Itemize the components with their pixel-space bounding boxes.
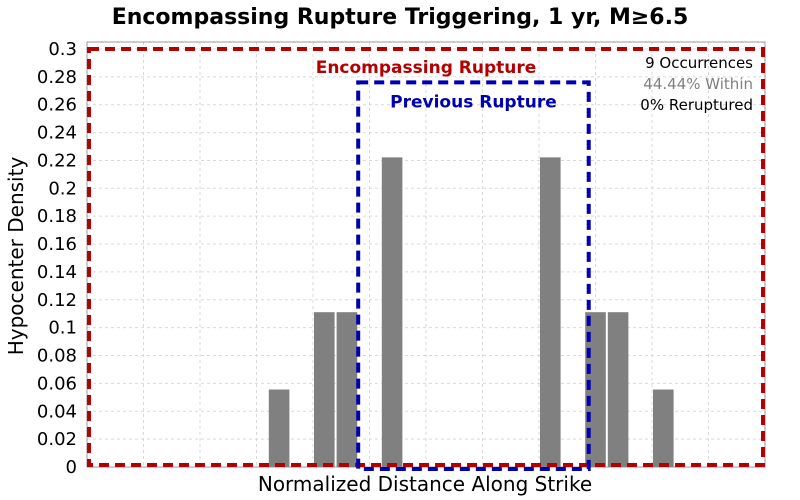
chart-title: Encompassing Rupture Triggering, 1 yr, M…: [112, 5, 689, 30]
within-annotation: 44.44% Within: [643, 75, 753, 93]
y-tick-label: 0.18: [37, 206, 77, 227]
histogram-bar: [381, 157, 403, 467]
histogram-bar: [314, 312, 335, 467]
x-axis-label: Normalized Distance Along Strike: [258, 472, 592, 496]
y-tick-label: 0.04: [37, 401, 77, 422]
y-tick-label: 0.2: [48, 178, 77, 199]
histogram-bar: [540, 157, 561, 467]
histogram-bar: [336, 312, 358, 467]
histogram-bar: [607, 312, 629, 467]
histogram-bar: [268, 389, 290, 467]
occurrences-annotation: 9 Occurrences: [645, 54, 753, 72]
y-tick-label: 0.14: [37, 262, 77, 283]
y-tick-label: 0.02: [37, 429, 77, 450]
y-tick-label: 0.1: [48, 318, 77, 339]
y-tick-label: 0.26: [37, 95, 77, 116]
previous-rupture-label: Previous Rupture: [390, 92, 557, 112]
previous-rupture-box: [356, 80, 591, 471]
encompassing-rupture-label: Encompassing Rupture: [316, 58, 537, 78]
y-tick-label: 0.22: [37, 150, 77, 171]
y-tick-label: 0.24: [37, 123, 77, 144]
y-axis-label: Hypocenter Density: [4, 157, 28, 356]
reruptured-annotation: 0% Reruptured: [640, 96, 753, 114]
y-tick-label: 0.06: [37, 373, 77, 394]
y-tick-label: 0.12: [37, 290, 77, 311]
y-axis-ticks: 0 0.02 0.04 0.06 0.08 0.1 0.12 0.14 0.16 0.18 0.2 0…: [37, 39, 77, 478]
y-tick-label: 0.16: [37, 234, 77, 255]
histogram-bar: [653, 389, 674, 467]
y-tick-label: 0.28: [37, 67, 77, 88]
y-tick-label: 0: [66, 457, 77, 478]
y-tick-label: 0.08: [37, 346, 77, 367]
encompassing-rupture-box: [87, 46, 765, 467]
y-tick-label: 0.3: [48, 39, 77, 60]
